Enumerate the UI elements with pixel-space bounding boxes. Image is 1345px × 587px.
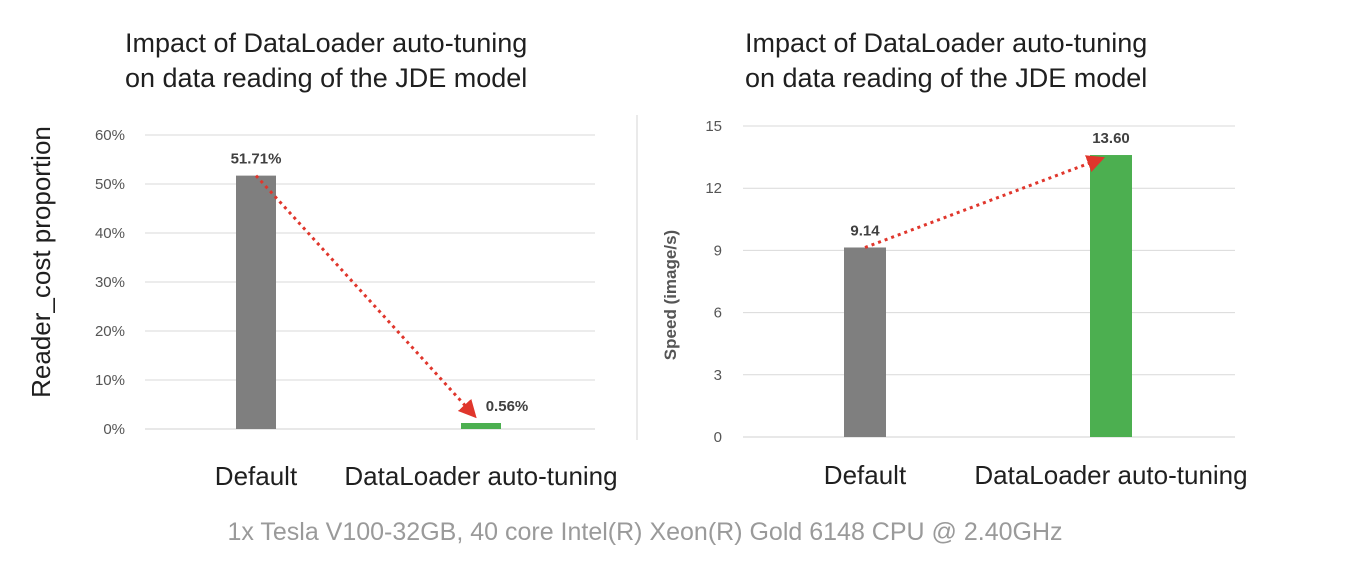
chart-reader-cost-trend [254, 174, 477, 419]
y-tick-label-4: 40% [95, 225, 125, 242]
chart-reader-cost-title-line-2: on data reading of the JDE model [125, 63, 527, 93]
chart-speed-bars [844, 155, 1132, 437]
y-tick-label-3: 9 [714, 242, 722, 259]
bar-auto-tuning [461, 423, 501, 429]
chart-speed: Impact of DataLoader auto-tuning on data… [661, 28, 1248, 490]
bar-default [236, 175, 276, 429]
trend-arrow [254, 174, 477, 419]
chart-speed-gridlines [743, 125, 1235, 438]
chart-reader-cost-bars [236, 175, 501, 429]
y-tick-label-5: 50% [95, 176, 125, 193]
y-tick-label-1: 3 [714, 367, 722, 384]
y-tick-label-3: 30% [95, 274, 125, 291]
y-tick-label-2: 6 [714, 305, 722, 322]
chart-speed-categories: Default DataLoader auto-tuning [824, 460, 1248, 490]
chart-speed-data-labels: 9.14 13.60 [850, 130, 1129, 239]
bar-auto-tuning [1090, 155, 1132, 437]
y-tick-label-6: 60% [95, 127, 125, 144]
bar-default [844, 247, 886, 437]
chart-reader-cost-categories: Default DataLoader auto-tuning [215, 461, 618, 491]
chart-speed-trend [864, 155, 1106, 249]
chart-speed-title-line-2: on data reading of the JDE model [745, 63, 1147, 93]
chart-reader-cost-y-axis-label: Reader_cost proportion [26, 126, 56, 398]
chart-reader-cost-gridlines [145, 134, 595, 430]
chart-reader-cost: Impact of DataLoader auto-tuning on data… [26, 28, 618, 491]
y-tick-label-0: 0% [103, 421, 125, 438]
category-label-default: Default [215, 461, 298, 491]
data-label-auto-tuning: 13.60 [1092, 130, 1130, 147]
category-label-auto-tuning: DataLoader auto-tuning [344, 461, 617, 491]
category-label-default: Default [824, 460, 907, 490]
y-tick-label-4: 12 [705, 180, 722, 197]
y-tick-label-1: 10% [95, 372, 125, 389]
chart-speed-y-ticks: 0 3 6 9 12 15 [705, 118, 722, 446]
chart-speed-title-line-1: Impact of DataLoader auto-tuning [745, 28, 1147, 58]
data-label-default: 9.14 [850, 222, 880, 239]
chart-reader-cost-title-line-1: Impact of DataLoader auto-tuning [125, 28, 527, 58]
data-label-auto-tuning: 0.56% [486, 398, 529, 415]
chart-reader-cost-data-labels: 51.71% 0.56% [231, 151, 529, 415]
y-tick-label-2: 20% [95, 323, 125, 340]
data-label-default: 51.71% [231, 151, 282, 168]
trend-arrow [864, 155, 1106, 249]
category-label-auto-tuning: DataLoader auto-tuning [974, 460, 1247, 490]
y-tick-label-5: 15 [705, 118, 722, 135]
y-tick-label-0: 0 [714, 429, 722, 446]
chart-reader-cost-y-ticks: 0% 10% 20% 30% 40% 50% 60% [95, 127, 125, 438]
hardware-footnote: 1x Tesla V100-32GB, 40 core Intel(R) Xeo… [227, 518, 1062, 546]
chart-speed-y-axis-label: Speed (image/s) [661, 230, 680, 360]
